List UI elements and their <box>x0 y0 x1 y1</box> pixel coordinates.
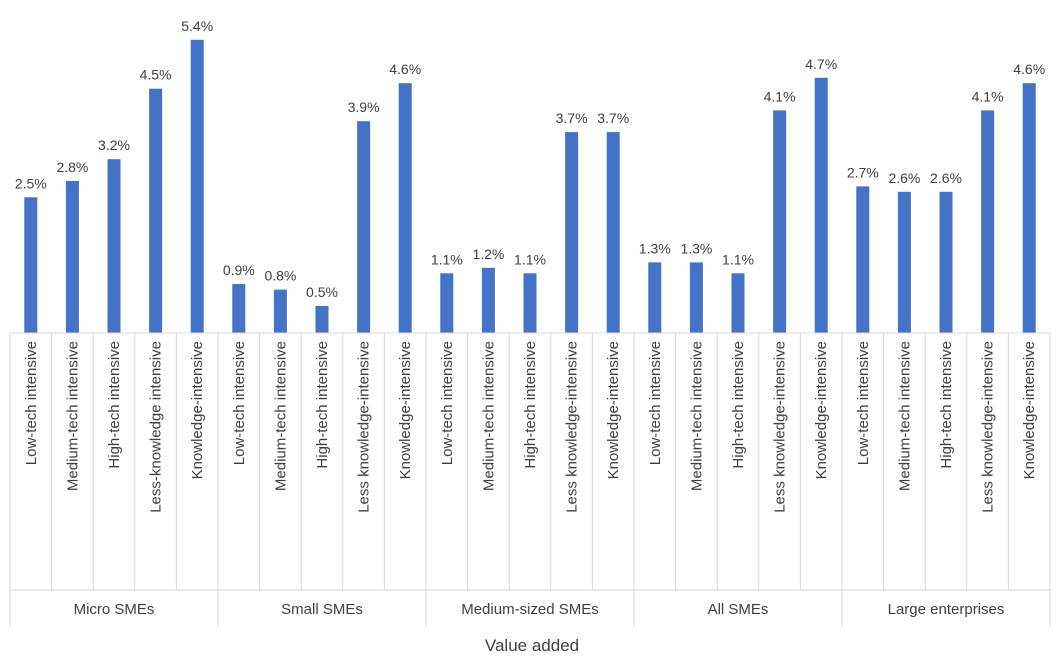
data-label: 0.5% <box>306 284 338 300</box>
bar <box>814 77 828 333</box>
group-labels-layer: Micro SMEs Small SMEs Medium-sized SMEs All… <box>74 601 1005 618</box>
data-label: 2.5% <box>15 175 47 191</box>
data-label: 4.5% <box>140 67 172 83</box>
group-label: All SMEs <box>708 601 769 618</box>
bar <box>273 289 287 333</box>
data-label: 4.6% <box>389 61 421 77</box>
bar <box>523 273 537 333</box>
category-labels-layer: Low-tech intensive Medium-tech intensive H… <box>23 341 1038 513</box>
bar <box>190 39 204 334</box>
category-label: Low-tech intensive <box>439 341 456 465</box>
bar <box>773 110 787 334</box>
bar <box>897 191 911 333</box>
category-label: High-tech intensive <box>106 341 123 469</box>
bar <box>232 284 246 333</box>
category-label: Low-tech intensive <box>647 341 664 465</box>
data-label: 1.1% <box>431 251 463 267</box>
data-label: 4.6% <box>1013 61 1045 77</box>
bar <box>315 305 329 333</box>
data-label: 1.2% <box>472 246 504 262</box>
category-label: Low-tech intensive <box>855 341 872 465</box>
category-label: Medium-tech intensive <box>688 341 705 491</box>
bar <box>440 273 454 333</box>
bar <box>565 132 579 333</box>
data-label: 4.1% <box>764 88 796 104</box>
category-label: Medium-tech intensive <box>64 341 81 491</box>
category-label: High-tech intensive <box>522 341 539 469</box>
data-label: 1.1% <box>514 251 546 267</box>
data-label: 3.9% <box>348 99 380 115</box>
value-labels-layer: 2.5% 2.8% 3.2% 4.5% 5.4% 0.9% 0.8% 0.5% 3.9% 4.6%… <box>15 18 1045 300</box>
bar <box>689 262 703 333</box>
group-label: Medium-sized SMEs <box>461 601 599 618</box>
bar <box>856 186 870 333</box>
category-label: Medium-tech intensive <box>480 341 497 491</box>
data-label: 3.2% <box>98 137 130 153</box>
category-label: Low-tech intensive <box>231 341 248 465</box>
category-label: Knowledge-intensive <box>1021 341 1038 479</box>
category-label: High-tech intensive <box>730 341 747 469</box>
bar <box>65 181 79 333</box>
bars-layer <box>24 39 1036 334</box>
category-label: Less knowledge-intensive <box>564 341 581 513</box>
bar <box>24 197 38 334</box>
bar <box>606 132 620 333</box>
bar <box>398 83 412 333</box>
category-label: Less-knowledge intensive <box>148 341 165 513</box>
group-label: Micro SMEs <box>74 601 155 618</box>
category-label: Medium-tech intensive <box>896 341 913 491</box>
data-label: 2.7% <box>847 164 879 180</box>
bar <box>149 88 163 333</box>
data-label: 1.1% <box>722 251 754 267</box>
data-label: 2.8% <box>56 159 88 175</box>
category-label: Medium-tech intensive <box>272 341 289 491</box>
data-label: 0.8% <box>264 268 296 284</box>
data-label: 5.4% <box>181 18 213 34</box>
bar <box>481 267 495 333</box>
category-label: High-tech intensive <box>314 341 331 469</box>
group-label: Large enterprises <box>888 601 1005 618</box>
data-label: 1.3% <box>639 240 671 256</box>
category-label: Less knowledge-intensive <box>980 341 997 513</box>
bar <box>648 262 662 333</box>
category-label: Less knowledge-intensive <box>356 341 373 513</box>
bar <box>731 273 745 333</box>
bar <box>357 121 371 333</box>
data-label: 2.6% <box>930 170 962 186</box>
category-label: Knowledge-intensive <box>605 341 622 479</box>
data-label: 3.7% <box>597 110 629 126</box>
bar <box>981 110 995 334</box>
data-label: 4.7% <box>805 56 837 72</box>
data-label: 3.7% <box>556 110 588 126</box>
data-label: 0.9% <box>223 262 255 278</box>
group-label: Small SMEs <box>281 601 363 618</box>
data-label: 1.3% <box>680 240 712 256</box>
category-label: Less knowledge-intensive <box>772 341 789 513</box>
category-label: Knowledge-intensive <box>397 341 414 479</box>
category-label: Low-tech intensive <box>23 341 40 465</box>
category-label: Knowledge-intensive <box>189 341 206 479</box>
bar <box>939 191 953 333</box>
bar <box>107 159 121 333</box>
category-label: Knowledge-intensive <box>813 341 830 479</box>
x-axis-title: Value added <box>485 636 579 655</box>
data-label: 4.1% <box>972 88 1004 104</box>
data-label: 2.6% <box>888 170 920 186</box>
bar <box>1022 83 1036 333</box>
axis-layer <box>9 332 1051 626</box>
category-label: High-tech intensive <box>938 341 955 469</box>
